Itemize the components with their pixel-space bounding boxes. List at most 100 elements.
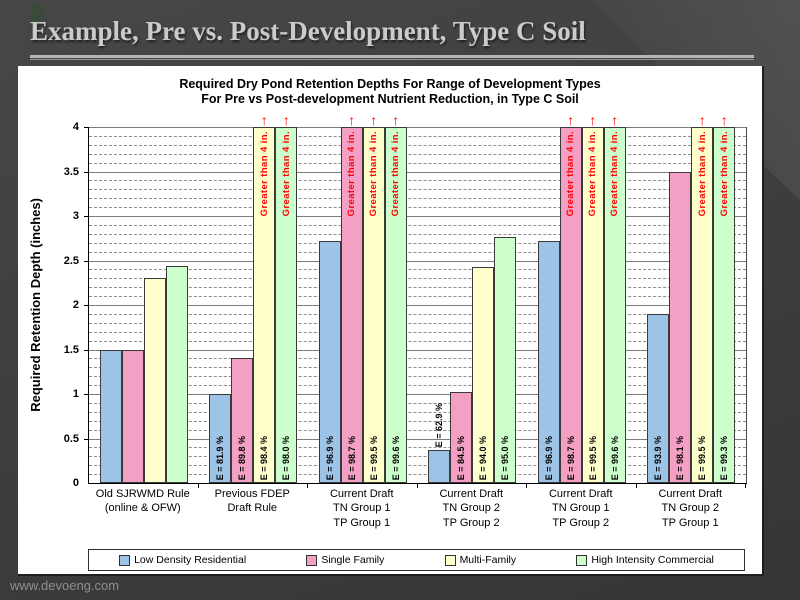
y-axis-ticks: 0 0.5 1 1.5 2 2.5 3 3.5 4	[46, 121, 84, 489]
x-axis-category: Previous FDEP Draft Rule	[198, 487, 308, 530]
gridline-minor	[89, 296, 746, 298]
gridline-minor	[89, 224, 746, 226]
x-tick-mark	[745, 483, 746, 488]
efficiency-label-wrap: E = 98.1 %	[669, 436, 691, 480]
bar-high-intensity-commercial: ↑ Greater than 4 in.	[603, 113, 626, 483]
gridline-minor	[89, 429, 746, 431]
accent-bar	[30, 3, 43, 27]
gridline-minor	[89, 420, 746, 422]
gridline-minor	[89, 251, 746, 253]
efficiency-label-wrap: E = 98.7 %	[560, 436, 582, 480]
gridline-minor	[89, 242, 746, 244]
overflow-arrow-icon: ↑	[698, 112, 706, 128]
efficiency-label-wrap: E = 93.9 %	[647, 436, 669, 480]
gridline-minor	[89, 376, 746, 378]
x-axis-category: Current Draft TN Group 1 TP Group 1	[307, 487, 417, 530]
x-axis-category-line: TP Group 2	[442, 516, 500, 529]
y-tick-label: 0.5	[63, 432, 79, 445]
overflow-label: Greater than 4 in.	[346, 131, 358, 217]
bar-single-family: ↑ Greater than 4 in.	[559, 113, 582, 483]
overflow-arrow-icon: ↑	[611, 112, 619, 128]
efficiency-label: E = 99.5 %	[368, 435, 379, 480]
efficiency-label: E = 99.5 %	[587, 435, 598, 480]
plot-area: E = 81.9 % E = 89.8 % ↑ Greater than 4 in. E…	[84, 113, 747, 488]
x-axis-category: Current Draft TN Group 2 TP Group 2	[417, 487, 527, 530]
bar-group: E = 81.9 % E = 89.8 % ↑ Greater than 4 in. E…	[199, 113, 309, 483]
gridline-minor	[89, 278, 746, 280]
bar-multi-family	[143, 278, 166, 483]
bar-single-family	[450, 392, 473, 483]
overflow-label-wrap: Greater than 4 in.	[276, 131, 296, 216]
efficiency-label: E = 96.9 %	[324, 435, 335, 480]
gridline-minor	[89, 367, 746, 369]
gridline-minor	[89, 233, 746, 235]
y-tick-label: 0	[72, 477, 79, 489]
x-axis-category: Old SJRWMD Rule (online & OFW)	[88, 487, 198, 530]
efficiency-label: E = 81.9 %	[215, 435, 226, 480]
title-underline	[30, 55, 754, 60]
slide-title: Example, Pre vs. Post-Development, Type …	[30, 16, 586, 46]
y-tick-mark	[84, 438, 89, 440]
overflow-label: Greater than 4 in.	[696, 131, 708, 217]
y-axis-title-wrap: Required Retention Depth (inches)	[24, 127, 46, 483]
overflow-label: Greater than 4 in.	[258, 131, 270, 217]
bar-single-family	[669, 171, 692, 483]
bar-single-family	[231, 358, 254, 483]
efficiency-label-wrap: E = 62.9 %	[428, 403, 450, 447]
bar-multi-family: ↑ Greater than 4 in.	[253, 113, 276, 483]
y-tick-label: 3.5	[63, 165, 79, 178]
x-axis-category-line: TN Group 2	[442, 502, 500, 515]
bar-single-family	[121, 349, 144, 483]
overflow-arrow-icon: ↑	[260, 112, 268, 128]
y-tick-mark	[84, 349, 89, 351]
gridline-major	[89, 438, 746, 440]
overflow-label: Greater than 4 in.	[390, 131, 402, 217]
chart-title: Required Dry Pond Retention Depths For R…	[18, 77, 762, 107]
gridline-minor	[89, 207, 746, 209]
y-tick-label: 1	[72, 388, 79, 400]
y-tick-mark	[84, 171, 89, 173]
y-tick-label: 3	[72, 210, 79, 222]
gridline-major	[89, 394, 746, 395]
legend-item: Single Family	[306, 554, 384, 566]
bar-high-intensity-commercial: ↑ Greater than 4 in.	[384, 113, 407, 483]
bar-low-density-residential	[318, 240, 341, 483]
legend-label: Multi-Family	[459, 554, 517, 566]
x-axis-labels: Old SJRWMD Rule (online & OFW) Previous FD…	[88, 487, 745, 530]
legend-label: High Intensity Commercial	[591, 554, 714, 566]
overflow-label: Greater than 4 in.	[609, 131, 621, 217]
chart-panel: Required Dry Pond Retention Depths For R…	[18, 66, 764, 576]
gridline-minor	[89, 474, 746, 476]
gridline-minor	[89, 385, 746, 387]
gridline-minor	[89, 447, 746, 449]
y-tick-mark	[84, 127, 89, 128]
overflow-label: Greater than 4 in.	[718, 131, 730, 217]
efficiency-label: E = 93.9 %	[653, 435, 664, 480]
bar-low-density-residential	[99, 349, 122, 483]
overflow-label: Greater than 4 in.	[587, 131, 599, 217]
x-tick-mark	[526, 483, 527, 488]
bar-high-intensity-commercial: ↑ Greater than 4 in.	[713, 113, 736, 483]
gridline-minor	[89, 331, 746, 333]
x-tick-mark	[197, 483, 199, 488]
bar-multi-family: ↑ Greater than 4 in.	[581, 113, 604, 483]
efficiency-label-wrap: E = 99.3 %	[713, 436, 735, 480]
efficiency-label: E = 99.6 %	[390, 435, 401, 480]
gridline-minor	[89, 189, 746, 191]
y-tick-label: 2	[72, 299, 79, 311]
gridline-minor	[89, 465, 746, 467]
bar-multi-family: ↑ Greater than 4 in.	[362, 113, 385, 483]
legend-item: High Intensity Commercial	[576, 554, 714, 566]
gridline-minor	[89, 153, 746, 155]
overflow-label-wrap: Greater than 4 in.	[342, 131, 362, 216]
x-axis-category-line: Current Draft	[329, 488, 394, 500]
efficiency-label-wrap: E = 99.6 %	[385, 436, 407, 480]
gridline-minor	[89, 411, 746, 413]
chart-title-line2: For Pre vs Post-development Nutrient Red…	[201, 92, 579, 106]
efficiency-label-wrap: E = 95.0 %	[494, 436, 516, 480]
bar-high-intensity-commercial	[494, 237, 517, 483]
efficiency-label: E = 98.1 %	[675, 435, 686, 480]
legend: Low Density Residential Single Family Mult…	[88, 549, 745, 571]
efficiency-label-wrap: E = 98.0 %	[275, 436, 297, 480]
